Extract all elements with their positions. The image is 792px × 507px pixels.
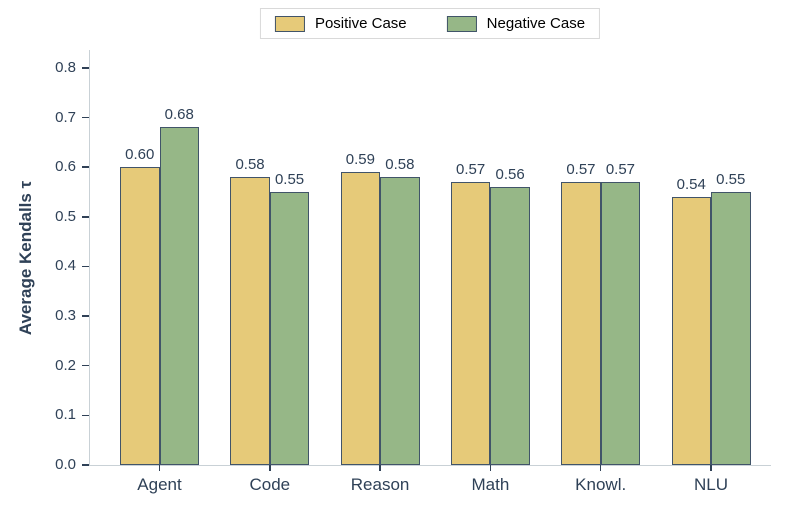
bar-negative-case-knowl: [600, 182, 641, 465]
bar-value-label-negative-case-nlu: 0.55: [716, 170, 746, 188]
y-tick-0-7: [81, 116, 89, 119]
y-tick-0-0: [81, 464, 89, 466]
y-tick-label-0-4: 0.4: [55, 257, 76, 275]
bar-positive-case-agent: [120, 167, 160, 465]
y-tick-label-0-0: 0.0: [55, 456, 76, 473]
bar-positive-case-reason: [340, 172, 381, 465]
bar-value-label-negative-case-agent: 0.68: [164, 106, 194, 124]
bar-positive-case-knowl: [561, 182, 601, 465]
bar-positive-case-code: [230, 177, 270, 465]
legend-item-positive-case: Positive Case: [274, 15, 407, 32]
y-tick-label-0-5: 0.5: [55, 207, 76, 225]
x-tick-label-code: Code: [249, 475, 291, 494]
x-tick-code: [269, 465, 271, 471]
bar-value-label-negative-case-reason: 0.58: [385, 156, 415, 174]
bar-value-label-positive-case-knowl: 0.57: [566, 161, 596, 179]
bar-negative-case-code: [269, 191, 310, 465]
legend-label-positive-case: Positive Case: [314, 15, 407, 32]
bar-negative-case-math: [490, 187, 530, 465]
x-tick-label-nlu: NLU: [693, 475, 728, 494]
x-tick-label-agent: Agent: [137, 475, 182, 494]
y-tick-label-0-7: 0.7: [55, 108, 76, 126]
bar-positive-case-nlu: [671, 196, 711, 465]
bar-value-label-negative-case-code: 0.55: [274, 170, 305, 188]
x-tick-math: [489, 465, 492, 471]
y-tick-label-0-3: 0.3: [55, 307, 76, 325]
y-tick-0-8: [81, 67, 89, 69]
y-tick-0-6: [81, 166, 89, 168]
y-tick-0-5: [81, 216, 89, 218]
legend-swatch-negative-icon: [446, 15, 477, 32]
bar-value-label-negative-case-knowl: 0.57: [605, 161, 636, 179]
x-tick-knowl: [599, 465, 602, 471]
bar-value-label-positive-case-math: 0.57: [456, 161, 486, 179]
plot-area: 0.0 0.1 0.2 0.3 0.4 0.5 0.6 0.7 0.8 0.60 0.68 0.58…: [55, 50, 771, 494]
y-axis-title: Average Kendalls τ: [16, 180, 35, 336]
legend-label-negative-case: Negative Case: [486, 15, 586, 32]
y-tick-0-2: [81, 364, 89, 367]
x-tick-agent: [158, 465, 161, 471]
x-tick-reason: [379, 465, 381, 471]
bar-value-label-positive-case-code: 0.58: [235, 156, 265, 174]
x-tick-label-knowl: Knowl.: [575, 475, 627, 494]
y-tick-0-3: [81, 315, 89, 317]
legend: Positive Case Negative Case: [259, 8, 601, 39]
x-tick-label-math: Math: [471, 475, 510, 494]
bar-value-label-negative-case-math: 0.56: [495, 166, 525, 183]
y-tick-label-0-6: 0.6: [55, 158, 76, 176]
bar-positive-case-math: [450, 182, 491, 465]
y-tick-0-4: [81, 265, 89, 268]
bar-negative-case-reason: [380, 177, 420, 465]
legend-item-negative-case: Negative Case: [446, 15, 586, 32]
bar-negative-case-nlu: [711, 191, 751, 465]
y-tick-label-0-1: 0.1: [55, 406, 76, 424]
legend-swatch-positive-icon: [274, 15, 305, 32]
x-tick-label-reason: Reason: [350, 475, 410, 494]
y-tick-0-1: [81, 414, 89, 417]
y-tick-label-0-8: 0.8: [55, 58, 76, 76]
bar-value-label-positive-case-nlu: 0.54: [676, 175, 706, 193]
y-tick-label-0-2: 0.2: [55, 356, 76, 374]
bar-negative-case-agent: [159, 127, 199, 465]
bar-value-label-positive-case-agent: 0.60: [125, 146, 155, 164]
x-tick-nlu: [710, 465, 712, 471]
bar-value-label-positive-case-reason: 0.59: [345, 151, 375, 169]
